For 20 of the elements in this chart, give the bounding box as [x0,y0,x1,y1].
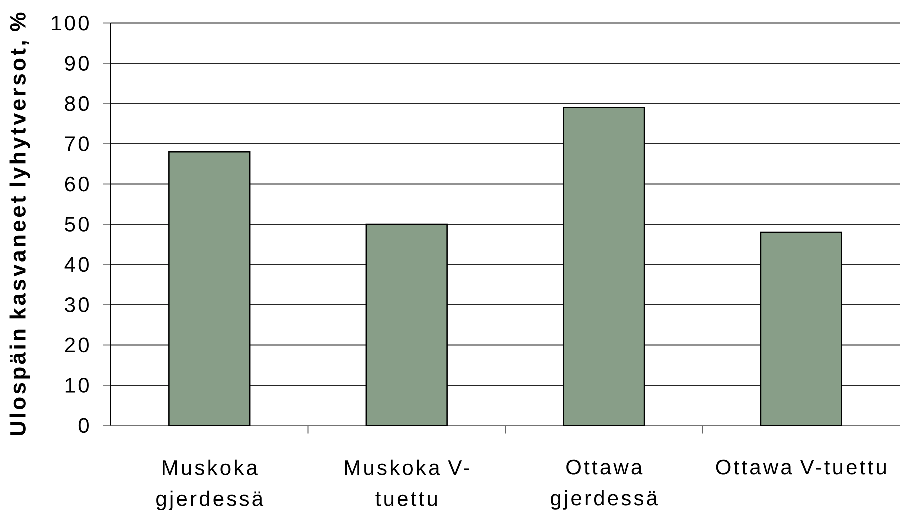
y-tick-label: 80 [65,96,89,112]
y-tick-label: 30 [65,298,89,312]
y-tick-label: 50 [65,217,89,232]
y-tick-label: 100 [52,16,89,31]
x-tick-label: Ottawa gjerdessä [551,460,658,510]
bar [168,151,251,426]
x-tick-label: Ottawa V-tuettu [716,460,886,475]
y-tick-label: 20 [65,338,89,353]
x-tick-label: Muskoka V-tuettu [345,460,470,506]
x-tick-label: Muskoka gjerdessä [156,460,264,510]
y-axis-title: Ulospäin kasvaneet lyhytversot, % [10,12,30,436]
bar [563,107,646,426]
y-tick-label: 60 [65,176,89,192]
bar [366,224,448,426]
bar [760,232,842,426]
y-tick-label: 10 [66,378,89,393]
y-tick-label: 70 [65,136,89,152]
y-tick-label: 0 [78,418,89,434]
y-tick-label: 40 [64,257,89,272]
y-tick-label: 90 [65,56,89,71]
